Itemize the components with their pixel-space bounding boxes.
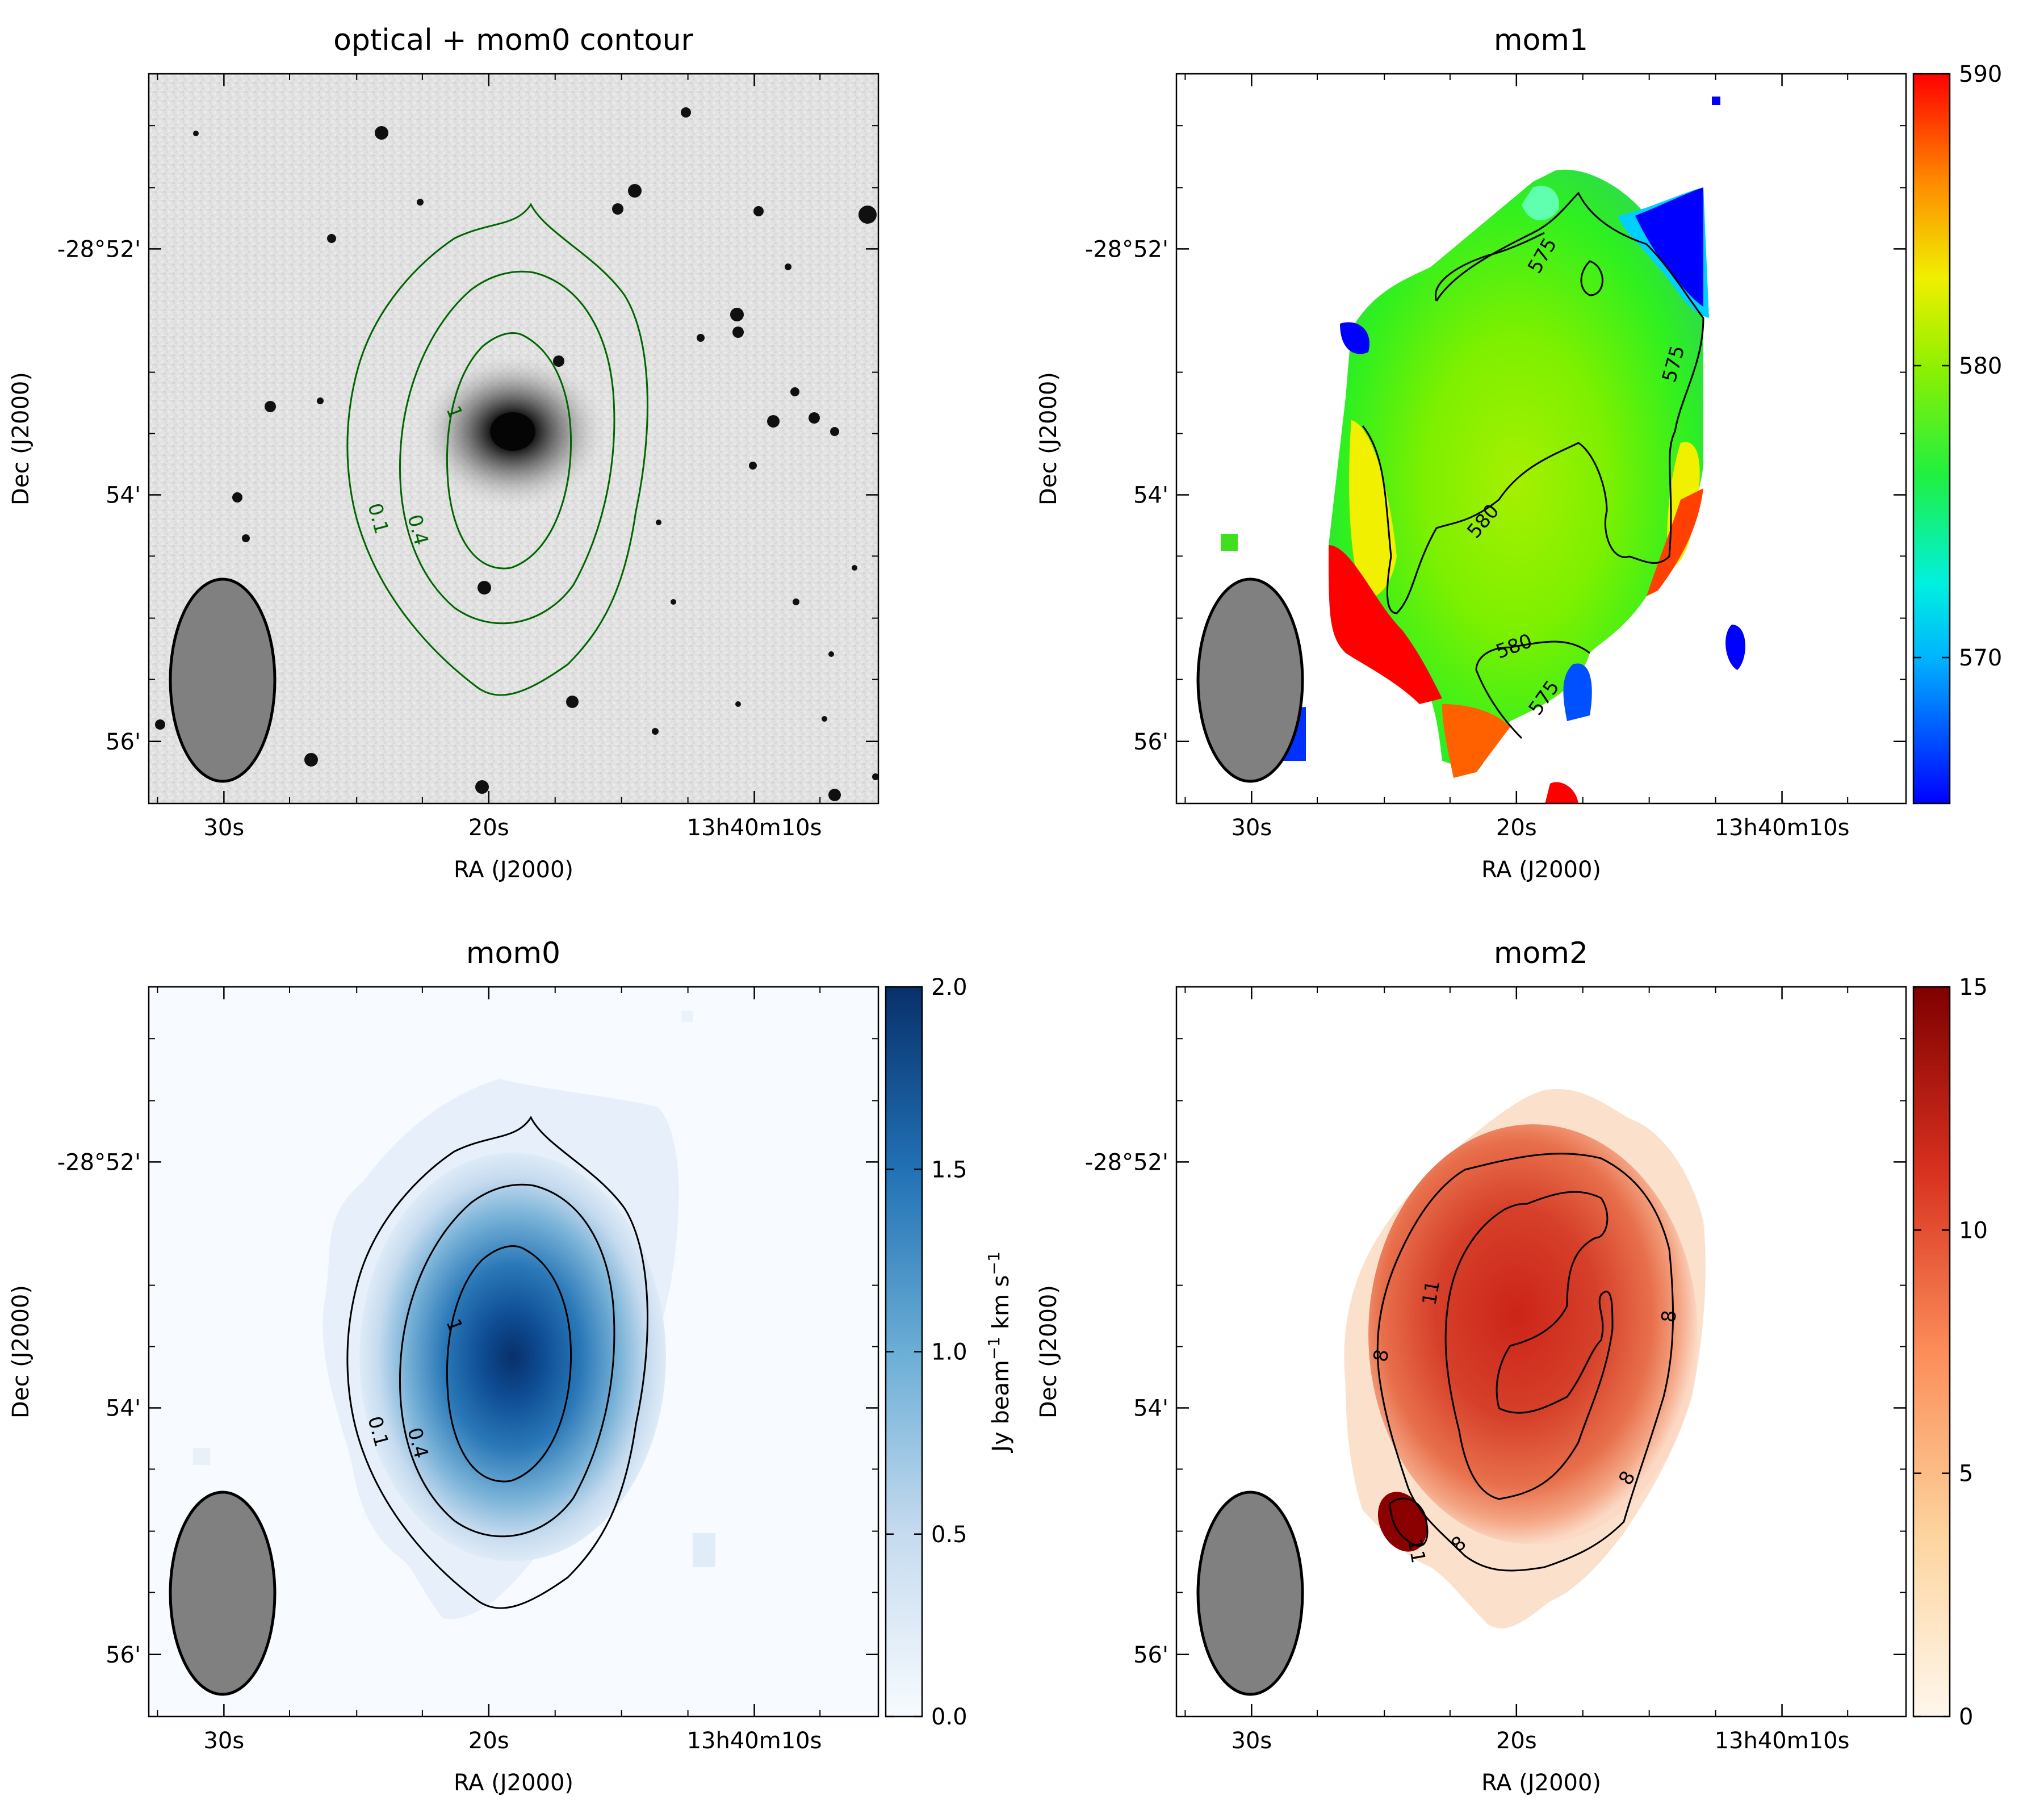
y-tick-label: 56' — [1133, 729, 1168, 755]
x-tick-label: 20s — [1496, 1728, 1537, 1754]
y-tick-label: 56' — [106, 1642, 141, 1668]
mom2-contours — [1376, 1153, 1674, 1572]
panel-title-mom1: mom1 — [1494, 23, 1588, 57]
optical-contour-0.4 — [399, 270, 615, 625]
y-tick-label: -28°52' — [1085, 236, 1168, 262]
optical-contour-0.1 — [346, 202, 648, 696]
axes-frame — [148, 73, 879, 805]
x-axis-label: RA (J2000) — [1481, 1770, 1601, 1796]
mom2-map: 11 8 8 8 8 11 — [1176, 987, 1906, 1716]
panel-mom1: mom1 — [1175, 23, 1951, 805]
axes-optical: 30s 20s 13h40m10s -28°52' 54' 56' RA (J2000) De… — [8, 74, 878, 883]
panel-title-mom2: mom2 — [1494, 936, 1588, 970]
mom2-contour-label: 11 — [1403, 1537, 1430, 1565]
optical-contour-1 — [446, 332, 572, 570]
mom0-contours — [346, 1115, 648, 1609]
x-tick-label: 13h40m10s — [1715, 1728, 1850, 1754]
y-axis-label: Dec (J2000) — [1036, 1285, 1062, 1418]
y-axis-label: Dec (J2000) — [1036, 372, 1062, 505]
panel-optical: optical + mom0 contour — [148, 23, 879, 805]
colorbar-tick-label: 0.5 — [931, 1522, 967, 1548]
beam-ellipse — [1196, 577, 1304, 783]
y-tick-label: 54' — [106, 482, 141, 508]
y-axis-label: Dec (J2000) — [8, 372, 34, 505]
x-axis-label: RA (J2000) — [454, 857, 573, 883]
x-tick-label: 30s — [1231, 1728, 1272, 1754]
y-axis-label: Dec (J2000) — [8, 1285, 34, 1418]
x-tick-label: 13h40m10s — [1715, 815, 1850, 841]
beam-ellipse — [169, 577, 277, 783]
x-axis-label: RA (J2000) — [454, 1770, 573, 1796]
colorbar-tick-label: 0.0 — [931, 1704, 967, 1730]
x-tick-label: 30s — [1231, 815, 1272, 841]
panel-mom2: mom2 11 8 8 8 8 11 — [1175, 936, 1951, 1718]
y-tick-label: 54' — [1133, 482, 1168, 508]
axes-frame — [1175, 73, 1907, 805]
mom1-map: 575 575 580 580 575 — [1176, 74, 1906, 803]
x-tick-label: 20s — [468, 815, 509, 841]
x-tick-label: 13h40m10s — [687, 1728, 822, 1754]
y-tick-label: 54' — [106, 1395, 141, 1421]
beam-ellipse — [169, 1491, 277, 1696]
axes-mom2: 30s 20s 13h40m10s -28°52' 54' 56' RA (J2000) De… — [1036, 974, 2044, 1796]
y-tick-label: -28°52' — [1085, 1149, 1168, 1175]
panel-title-mom0: mom0 — [466, 936, 560, 970]
axes-frame — [1175, 986, 1907, 1718]
axes-frame — [148, 986, 879, 1718]
x-axis-label: RA (J2000) — [1481, 857, 1601, 883]
x-tick-label: 30s — [203, 1728, 244, 1754]
optical-contours — [346, 202, 648, 696]
x-tick-label: 13h40m10s — [687, 815, 822, 841]
colorbar-tick-label: 10 — [1959, 1217, 1988, 1244]
y-tick-label: -28°52' — [57, 236, 141, 262]
colorbar-mom2 — [1912, 986, 1951, 1718]
x-tick-label: 20s — [1496, 815, 1537, 841]
colorbar-label: Jy beam−1 km s−1 — [985, 1251, 1015, 1454]
beam-ellipse — [1196, 1491, 1304, 1696]
axes-layer: 30s 20s 13h40m10s -28°52' 54' 56' RA (J2000) De… — [8, 61, 2044, 1796]
mom0-map: 0.1 0.4 1 — [149, 987, 878, 1716]
colorbar-tick-label: 2.0 — [931, 974, 967, 1000]
optical-image: 0.1 0.4 1 — [149, 74, 878, 803]
axes-mom0: 30s 20s 13h40m10s -28°52' 54' 56' RA (J2000) De… — [8, 974, 1014, 1796]
mom2-contour-label: 11 — [1418, 1279, 1444, 1307]
y-tick-label: 54' — [1133, 1395, 1168, 1421]
panel-mom0: mom0 0.1 0.4 1 — [148, 936, 923, 1718]
colorbar-tick-label: 5 — [1959, 1461, 1973, 1487]
mom1-contours — [1362, 191, 1704, 739]
star-field — [155, 107, 878, 801]
x-tick-label: 20s — [468, 1728, 509, 1754]
axes-mom1: 30s 20s 13h40m10s -28°52' 54' 56' RA (J2000) De… — [1036, 61, 2044, 883]
panel-title-optical: optical + mom0 contour — [333, 23, 693, 57]
colorbar-tick-label: 580 — [1959, 353, 2002, 379]
mom2-contour-label: 8 — [1657, 1309, 1681, 1324]
x-tick-label: 30s — [203, 815, 244, 841]
colorbar-tick-label: 15 — [1959, 974, 1988, 1000]
colorbar-tick-label: 0 — [1959, 1704, 1973, 1730]
colorbar-tick-label: 1.0 — [931, 1339, 967, 1366]
colorbar-tick-label: 1.5 — [931, 1157, 967, 1183]
y-tick-label: 56' — [1133, 1642, 1168, 1668]
colorbar-tick-label: 590 — [1959, 61, 2002, 87]
colorbar-tick-label: 570 — [1959, 645, 2002, 671]
y-tick-label: 56' — [106, 729, 141, 755]
y-tick-label: -28°52' — [57, 1149, 141, 1175]
colorbar-mom1 — [1912, 73, 1951, 805]
